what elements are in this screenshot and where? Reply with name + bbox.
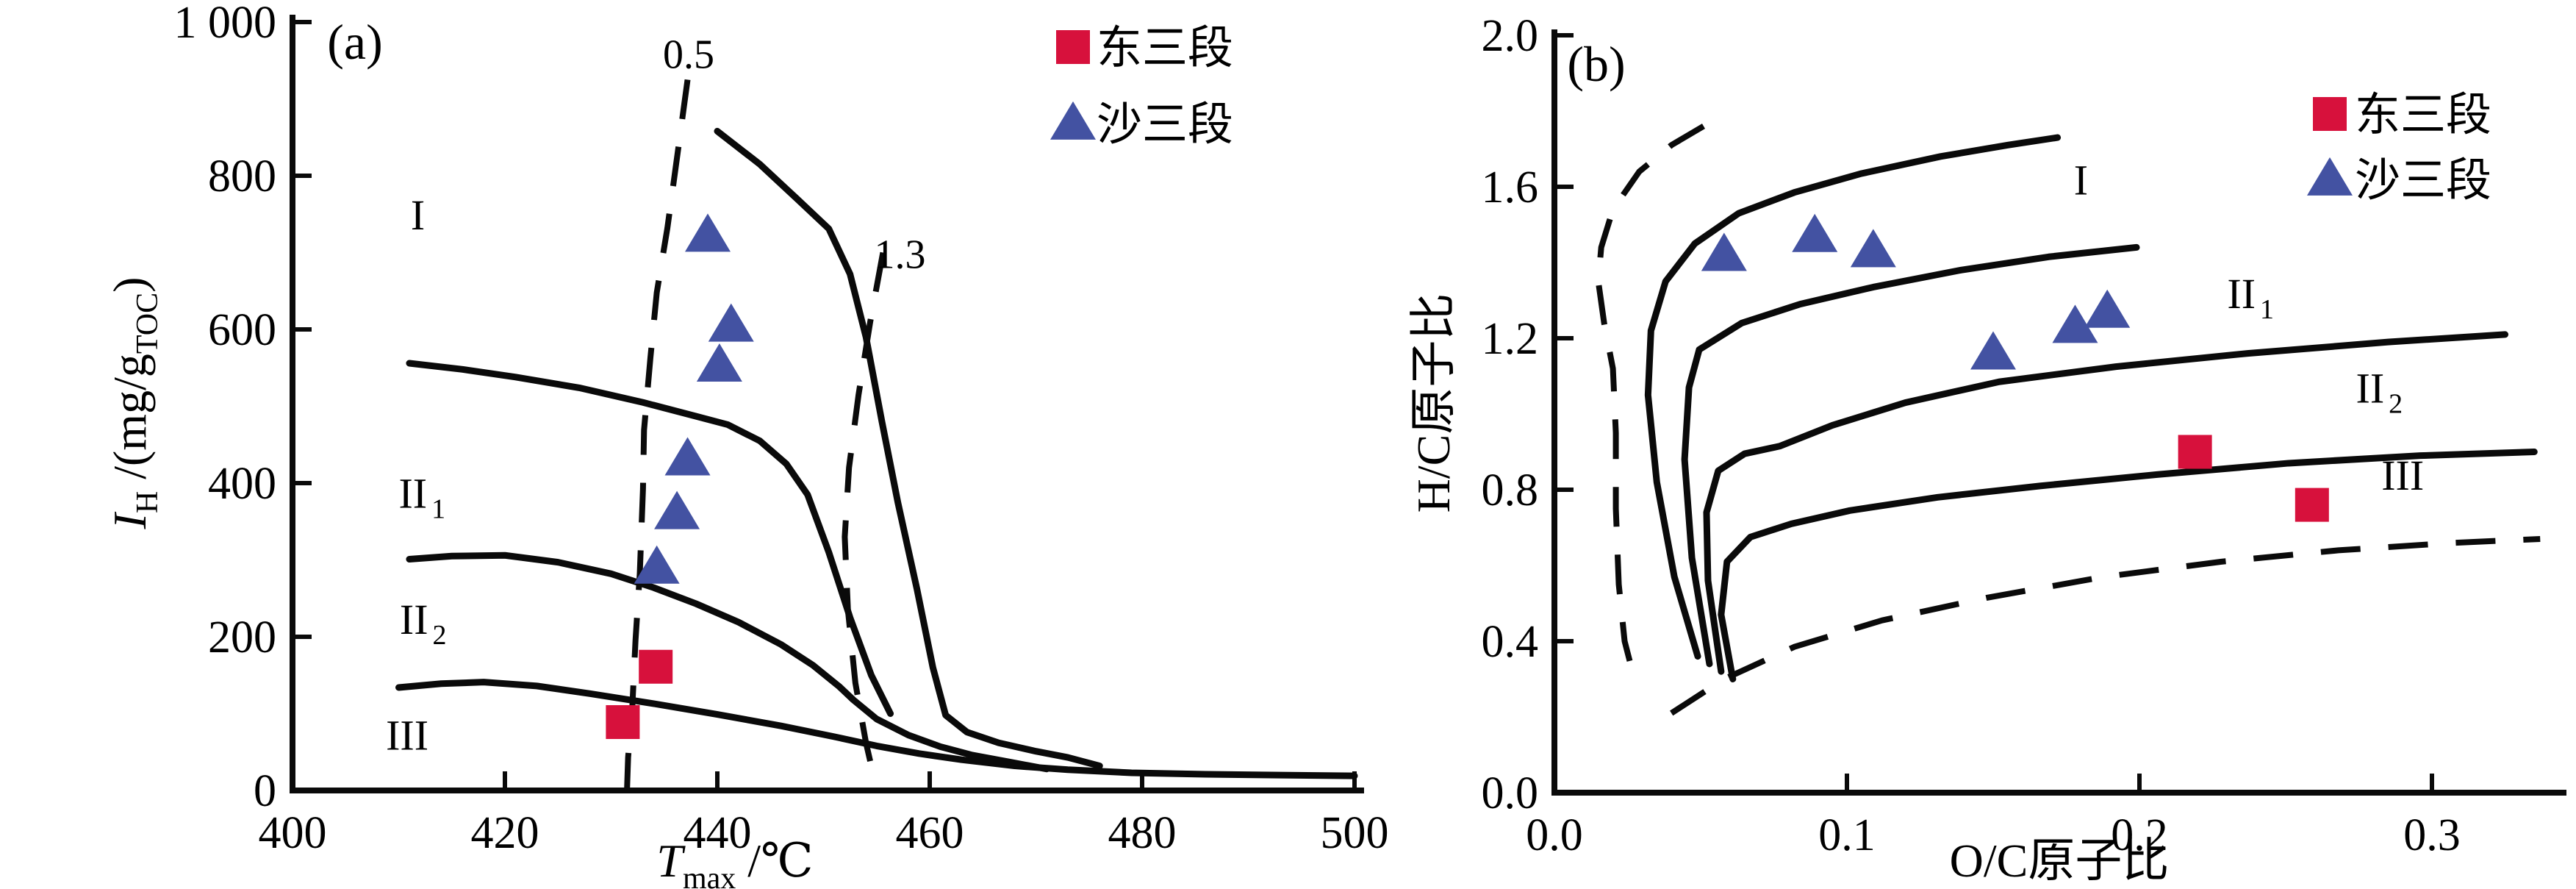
zone-boundary-curve <box>1703 331 2508 675</box>
data-point-triangle <box>1970 331 2016 370</box>
zone-boundary-curve <box>1644 134 2062 660</box>
y-axis-title: IH /(mg/gTOC) <box>104 277 165 530</box>
axes-b <box>1551 29 2566 796</box>
y-tick-label: 0 <box>254 766 276 816</box>
isoline-dashed-curve <box>842 251 886 790</box>
chart-b: 0.0 0.1 0.2 0.3 0.0 0.4 0.8 1.2 1.6 2.0 O/C原子比 H/C原… <box>1407 11 2566 887</box>
zone-label-I: I <box>2074 156 2088 204</box>
series-东三段 <box>606 649 673 739</box>
zone-boundary-curve <box>714 127 1103 770</box>
legend-marker-sha <box>1050 101 1096 140</box>
legend-marker-sha <box>2307 157 2353 196</box>
y-tick-label: 0.0 <box>1482 768 1539 818</box>
x-tick-label: 420 <box>471 808 539 858</box>
y-tick-label: 800 <box>208 151 276 201</box>
y-tick-label: 1.2 <box>1482 314 1539 364</box>
x-axis-title: O/C原子比 <box>1950 835 2170 887</box>
y-tick-label: 1.6 <box>1482 163 1539 213</box>
series-沙三段 <box>634 213 754 584</box>
data-point-square <box>2295 488 2329 522</box>
y-axis-title: H/C原子比 <box>1407 293 1460 513</box>
data-point-triangle <box>1701 232 1747 271</box>
data-point-triangle <box>1850 229 1896 268</box>
isoline-dashed-curve <box>1595 124 1706 688</box>
data-point-triangle <box>2052 304 2098 343</box>
panel-label: (b) <box>1567 36 1625 92</box>
data-point-square <box>606 704 640 739</box>
isoline-label-1.3: 1.3 <box>875 232 926 277</box>
data-point-triangle <box>684 213 731 252</box>
y-tick-label: 400 <box>208 459 276 509</box>
data-point-square <box>2178 435 2212 469</box>
y-tick-label: 2.0 <box>1482 11 1539 61</box>
zone-label-III: III <box>2381 451 2424 499</box>
zone-label-II1: II 1 <box>398 469 445 524</box>
zone-label-II2: II 2 <box>400 596 447 651</box>
x-tick-label: 0.3 <box>2403 810 2461 860</box>
isoline-label-0.5: 0.5 <box>663 32 714 78</box>
legend-label-sha: 沙三段 <box>1097 100 1233 150</box>
x-tick-label: 0.1 <box>1818 810 1876 860</box>
panel-label: (a) <box>327 14 382 70</box>
x-tick-label: 460 <box>896 808 964 858</box>
legend-label-dong: 东三段 <box>1097 24 1233 74</box>
y-tick-label: 600 <box>208 305 276 355</box>
y-tick-label: 200 <box>208 613 276 663</box>
x-tick-label: 0.2 <box>2111 810 2168 860</box>
zone-label-III: III <box>386 712 428 760</box>
x-tick-label: 440 <box>684 808 752 858</box>
zone-boundary-curve <box>1718 449 2538 682</box>
data-point-square <box>639 649 673 684</box>
data-point-triangle <box>696 343 742 382</box>
x-tick-label: 500 <box>1321 808 1389 858</box>
legend-marker-dong <box>2313 97 2347 131</box>
data-point-triangle <box>634 545 680 584</box>
data-point-triangle <box>1792 213 1838 252</box>
legend-label-dong: 东三段 <box>2355 90 2491 140</box>
chart-a: 400 420 440 460 480 500 0 200 400 600 800 1 000 Tmax… <box>104 0 1389 889</box>
y-tick-label: 1 000 <box>174 0 277 48</box>
zone-boundary-curve <box>395 679 1358 779</box>
zone-label-I: I <box>411 191 425 239</box>
series-沙三段 <box>1701 213 2131 370</box>
data-point-triangle <box>664 437 711 476</box>
x-axis-title: Tmax /℃ <box>656 835 813 889</box>
zone-label-II1: II 1 <box>2227 270 2274 325</box>
x-tick-label: 480 <box>1108 808 1177 858</box>
x-tick-label: 400 <box>259 808 327 858</box>
zone-boundary-curve <box>1681 243 2140 668</box>
data-point-triangle <box>2084 289 2131 328</box>
y-tick-label: 0.8 <box>1482 465 1539 515</box>
data-point-triangle <box>654 490 700 529</box>
zone-label-II2: II 2 <box>2356 365 2403 420</box>
isoline-dashed-curve <box>1670 535 2541 716</box>
legend-label-sha: 沙三段 <box>2355 156 2491 206</box>
x-tick-label: 0.0 <box>1526 810 1583 860</box>
zone-boundary-curve <box>406 551 1050 773</box>
series-东三段 <box>2178 435 2329 522</box>
y-tick-label: 0.4 <box>1482 617 1539 667</box>
legend-marker-dong <box>1056 30 1090 64</box>
data-point-triangle <box>708 303 754 342</box>
